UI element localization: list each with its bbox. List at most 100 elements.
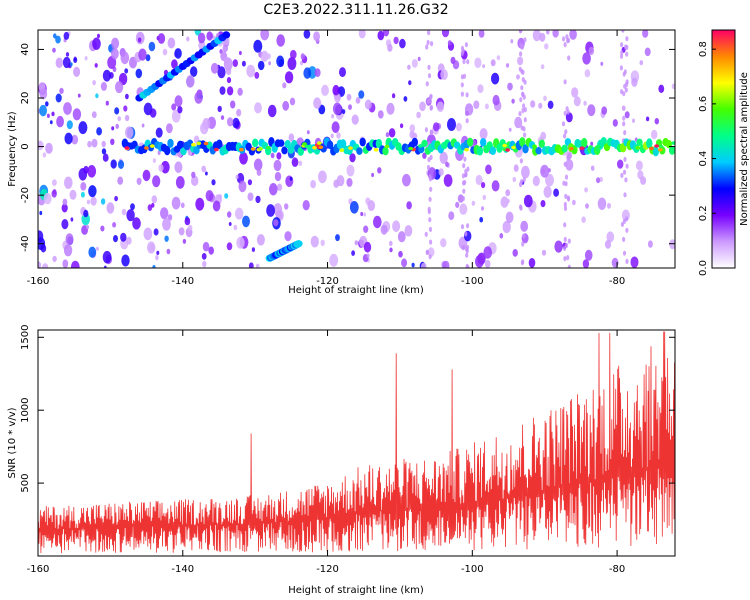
noise-blob xyxy=(291,157,299,167)
band-cell xyxy=(193,146,200,155)
noise-blob xyxy=(475,174,483,186)
noise-blob xyxy=(247,192,254,201)
noise-blob xyxy=(582,259,590,268)
noise-blob xyxy=(544,43,549,50)
noise-blob xyxy=(443,174,453,187)
noise-blob xyxy=(174,48,182,59)
noise-blob xyxy=(442,260,450,268)
band-peak xyxy=(144,146,149,150)
noise-blob xyxy=(382,30,390,37)
noise-blob xyxy=(363,212,367,217)
band-peak xyxy=(250,147,256,151)
noise-blob xyxy=(175,176,185,189)
noise-blob xyxy=(42,152,47,158)
noise-blob xyxy=(313,31,320,42)
noise-blob xyxy=(69,62,73,67)
noise-blob xyxy=(565,242,569,248)
noise-blob xyxy=(607,202,611,209)
noise-blob xyxy=(462,58,466,65)
noise-blob xyxy=(351,250,355,256)
noise-blob xyxy=(143,227,153,241)
noise-blob xyxy=(600,61,604,66)
chart-title: C2E3.2022.311.11.26.G32 xyxy=(263,2,448,18)
noise-blob xyxy=(519,51,523,57)
noise-blob xyxy=(397,231,406,243)
noise-blob xyxy=(160,207,169,220)
noise-blob xyxy=(521,165,530,179)
noise-blob xyxy=(496,55,501,61)
noise-blob xyxy=(303,67,312,79)
noise-blob xyxy=(645,116,650,122)
noise-blob xyxy=(640,176,647,185)
noise-blob xyxy=(459,203,468,215)
noise-blob xyxy=(567,238,571,244)
noise-blob xyxy=(284,203,289,210)
noise-blob xyxy=(285,175,294,187)
noise-blob xyxy=(53,33,57,39)
noise-blob xyxy=(429,239,433,245)
noise-blob xyxy=(225,67,232,75)
noise-blob xyxy=(226,77,232,84)
noise-blob xyxy=(380,224,388,235)
noise-blob xyxy=(177,106,183,114)
band-cell xyxy=(356,147,363,155)
noise-blob xyxy=(332,102,342,116)
noise-blob xyxy=(402,173,411,187)
noise-blob xyxy=(125,126,134,139)
noise-blob xyxy=(152,175,161,188)
spectrogram-frame xyxy=(37,29,676,269)
noise-blob xyxy=(114,195,118,202)
noise-blob xyxy=(540,131,547,141)
noise-blob xyxy=(428,226,433,232)
noise-blob xyxy=(540,64,545,70)
noise-blob xyxy=(520,85,524,91)
noise-blob xyxy=(222,44,228,53)
noise-blob xyxy=(599,176,603,183)
noise-blob xyxy=(625,79,629,85)
noise-blob xyxy=(191,171,196,178)
noise-blob xyxy=(597,197,607,210)
noise-blob xyxy=(248,262,254,268)
noise-blob xyxy=(303,30,311,39)
noise-blob xyxy=(274,203,281,212)
noise-blob xyxy=(429,129,433,135)
noise-blob xyxy=(191,175,199,187)
noise-blob xyxy=(148,41,156,52)
noise-blob xyxy=(38,230,44,243)
band-peak xyxy=(511,145,516,150)
noise-blob xyxy=(506,198,510,204)
noise-blob xyxy=(426,164,431,171)
noise-blob xyxy=(164,235,169,242)
noise-blob xyxy=(466,264,470,268)
band-peak xyxy=(464,147,469,152)
noise-blob xyxy=(52,179,57,187)
noise-blob xyxy=(80,191,85,198)
band-peak xyxy=(348,146,353,150)
band-peak xyxy=(671,141,675,145)
noise-blob xyxy=(519,179,524,185)
noise-blob xyxy=(546,30,550,35)
noise-blob xyxy=(571,87,579,98)
noise-blob xyxy=(158,164,164,172)
band-peak xyxy=(635,146,641,150)
noise-blob xyxy=(290,49,297,60)
noise-blob xyxy=(505,211,514,223)
noise-blob xyxy=(237,87,243,96)
noise-blob xyxy=(276,55,285,68)
noise-blob xyxy=(606,231,615,243)
noise-blob xyxy=(439,151,448,164)
noise-blob xyxy=(587,104,596,117)
noise-blob xyxy=(232,117,240,129)
noise-blob xyxy=(194,91,203,104)
band-cell xyxy=(466,137,474,147)
noise-blob xyxy=(565,112,573,123)
noise-blob xyxy=(625,163,629,169)
noise-blob xyxy=(617,159,624,169)
band-cell xyxy=(167,138,174,148)
noise-blob xyxy=(120,51,130,65)
noise-blob xyxy=(491,180,500,192)
noise-blob xyxy=(346,177,353,187)
band-cell xyxy=(177,140,184,150)
noise-blob xyxy=(566,37,571,44)
noise-blob xyxy=(73,66,81,77)
